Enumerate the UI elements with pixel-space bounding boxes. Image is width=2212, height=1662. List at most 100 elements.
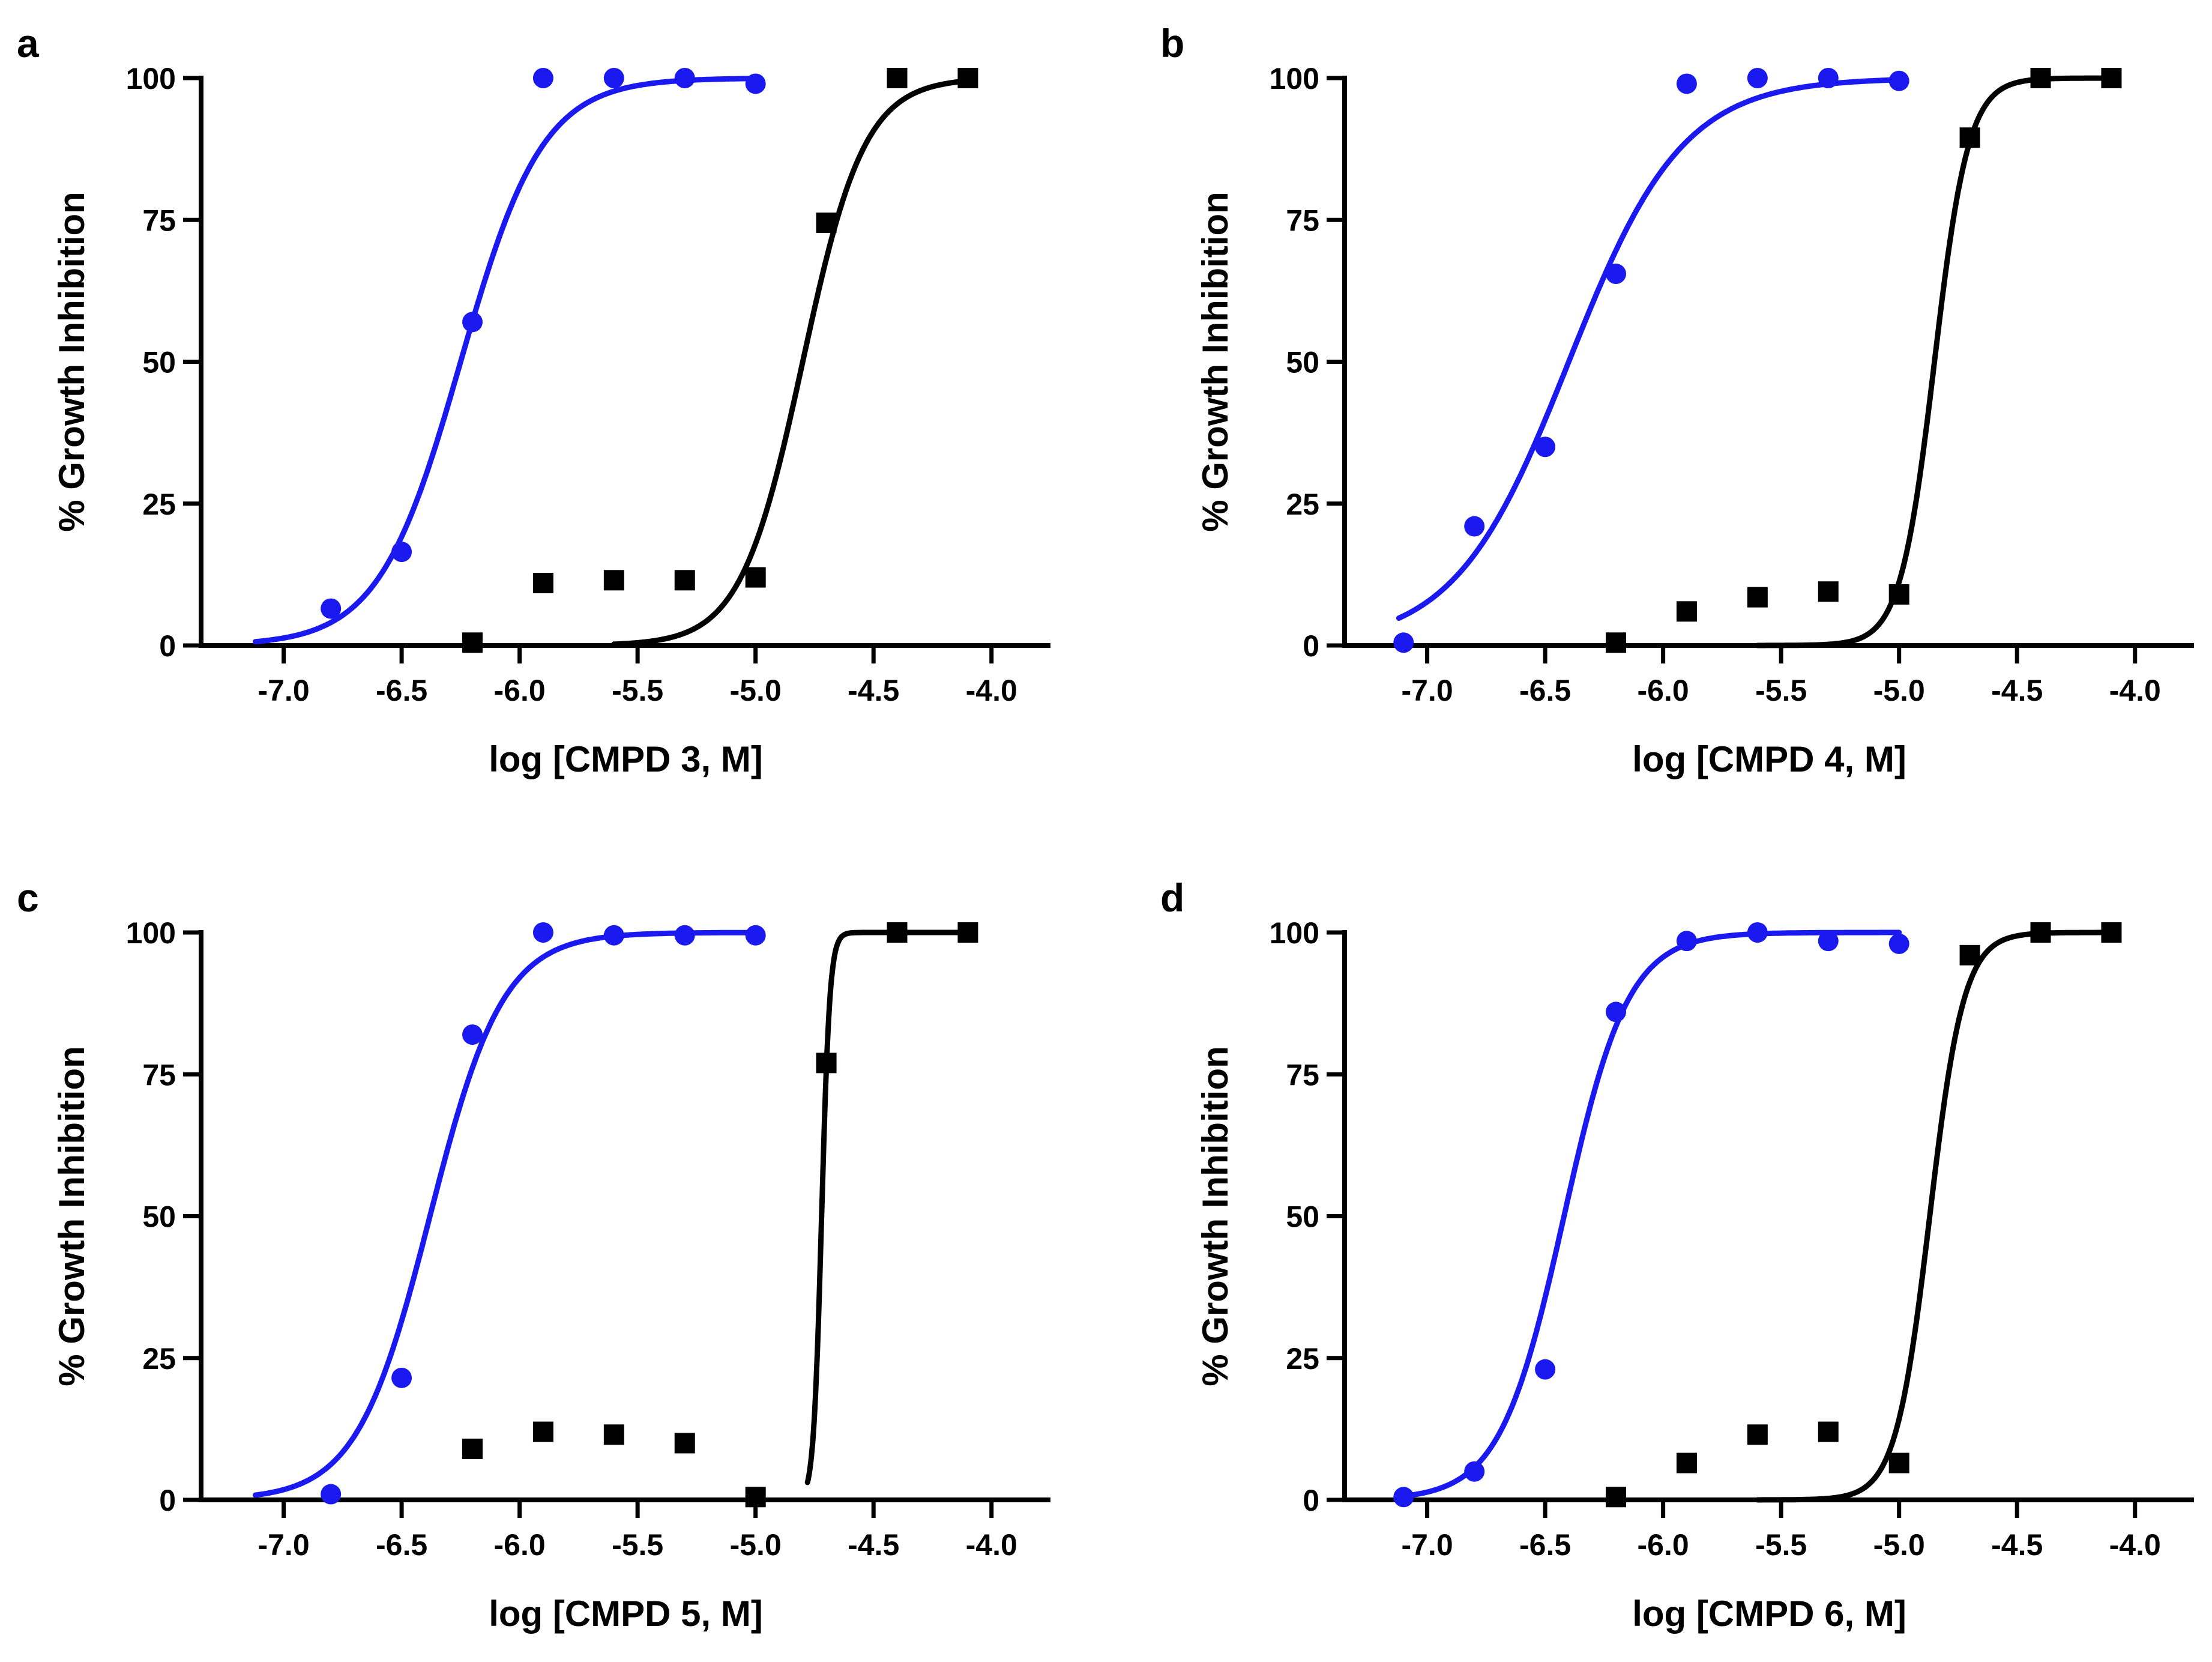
- panel-c-black-point: [957, 922, 978, 943]
- panel-c-y-axis-title: % Growth Inhibition: [52, 1046, 92, 1386]
- panel-b-blue-point: [1747, 68, 1768, 88]
- panel-b-y-axis-title: % Growth Inhibition: [1195, 192, 1235, 532]
- panel-d-x-tick-label: -7.0: [1401, 1528, 1453, 1562]
- panel-b-blue-fit-curve: [1396, 77, 1902, 621]
- panel-c-black-point: [532, 1421, 553, 1442]
- panel-c-y-tick-label: 75: [142, 1058, 176, 1092]
- panel-a-x-tick-label: -5.0: [730, 674, 782, 707]
- panel-b-black-point: [1888, 584, 1909, 605]
- panel-d-blue-point: [1606, 1002, 1627, 1023]
- panel-b-x-tick-label: -4.0: [2109, 674, 2161, 707]
- panel-a-blue-fit-curve: [252, 76, 759, 645]
- panel-c-black-fit-curve: [804, 929, 971, 1485]
- panel-d-letter: d: [1160, 875, 1184, 920]
- panel-a-x-tick-label: -6.5: [376, 674, 427, 707]
- panel-b-y-tick-label: 75: [1286, 204, 1319, 237]
- panel-b-blue-point: [1393, 632, 1414, 653]
- panel-b-x-tick-label: -6.5: [1519, 674, 1571, 707]
- panel-b-blue-point: [1676, 73, 1697, 94]
- panel-c-blue-point: [603, 925, 624, 946]
- panel-a-blue-point: [391, 542, 412, 563]
- panel-c-black-point: [674, 1433, 695, 1454]
- panel-d-blue-point: [1676, 931, 1697, 952]
- panel-a-blue-point: [674, 68, 695, 88]
- panel-b-y-tick-label: 100: [1270, 62, 1319, 95]
- panel-a: a 0 25 50 75 100 -7.0 -6.5 -6.0 -5.5 -5.0 -4.5 -4.0 l…: [17, 21, 1050, 779]
- panel-a-y-axis-title: % Growth Inhibition: [52, 192, 92, 532]
- panel-d-black-point: [1606, 1487, 1627, 1508]
- panel-d-blue-point: [1464, 1461, 1485, 1482]
- panel-b-x-tick-label: -5.5: [1755, 674, 1807, 707]
- panel-d-black-point: [1959, 944, 1980, 965]
- panel-c-black-point: [887, 922, 908, 943]
- panel-a-y-tick-label: 25: [142, 488, 176, 521]
- panel-c-x-tick-label: -6.0: [494, 1528, 546, 1562]
- panel-d-blue-fit-curve: [1396, 929, 1902, 1500]
- panel-c-x-tick-label: -4.0: [966, 1528, 1017, 1562]
- panel-a-x-tick-label: -5.5: [612, 674, 663, 707]
- panel-b-x-tick-label: -4.5: [1991, 674, 2043, 707]
- panel-d-x-tick-label: -6.0: [1638, 1528, 1689, 1562]
- panel-a-blue-point: [603, 68, 624, 88]
- panel-a-x-tick-label: -4.0: [966, 674, 1017, 707]
- panel-b-black-fit-curve: [1755, 75, 2114, 648]
- panel-d-y-tick-label: 25: [1286, 1342, 1319, 1376]
- panel-c-blue-point: [321, 1484, 342, 1505]
- panel-c-blue-point: [674, 925, 695, 946]
- panel-a-black-fit-curve: [611, 78, 971, 647]
- panel-d-y-tick-label: 75: [1286, 1058, 1319, 1092]
- panel-a-blue-point: [321, 598, 342, 619]
- panel-d-y-tick-label: 0: [1303, 1484, 1319, 1517]
- panel-c-blue-point: [532, 922, 553, 943]
- panel-a-y-tick-label: 50: [142, 346, 176, 379]
- panel-d: d 0 25 50 75 100 -7.0 -6.5 -6.0 -5.5 -5.0 -4.5 -4.0 l…: [1160, 875, 2194, 1634]
- panel-d-black-point: [1818, 1421, 1839, 1442]
- panel-b-blue-point: [1535, 437, 1556, 458]
- panel-d-y-axis-title: % Growth Inhibition: [1195, 1046, 1235, 1386]
- panel-d-black-point: [2101, 922, 2122, 943]
- panel-c-x-tick-label: -4.5: [848, 1528, 899, 1562]
- panel-d-blue-point: [1747, 922, 1768, 943]
- panel-a-blue-point: [532, 68, 553, 88]
- panel-a-black-point: [603, 570, 624, 591]
- panel-b-blue-point: [1888, 70, 1909, 91]
- panel-a-black-point: [674, 570, 695, 591]
- panel-c-y-tick-label: 100: [126, 916, 176, 950]
- panel-b-black-point: [1676, 601, 1697, 622]
- panel-a-black-point: [887, 68, 908, 88]
- panel-d-blue-point: [1818, 931, 1839, 952]
- panel-c-x-tick-label: -5.5: [612, 1528, 663, 1562]
- panel-c-black-point: [603, 1424, 624, 1445]
- panel-d-x-tick-label: -5.0: [1873, 1528, 1925, 1562]
- panel-d-x-axis-title: log [CMPD 6, M]: [1632, 1594, 1906, 1634]
- panel-d-blue-point: [1888, 933, 1909, 954]
- panel-c-letter: c: [17, 875, 39, 920]
- panel-a-y-tick-label: 75: [142, 204, 176, 237]
- panel-b-y-tick-label: 50: [1286, 346, 1319, 379]
- panel-b-blue-point: [1818, 68, 1839, 88]
- panel-b-x-tick-label: -7.0: [1401, 674, 1453, 707]
- panel-b-black-point: [1818, 581, 1839, 602]
- panel-c-x-tick-label: -5.0: [730, 1528, 782, 1562]
- panel-a-black-point: [532, 573, 553, 594]
- panel-c-x-axis-title: log [CMPD 5, M]: [489, 1594, 763, 1634]
- panel-b-black-point: [2030, 68, 2051, 88]
- panel-c-y-tick-label: 0: [159, 1484, 176, 1517]
- panel-b-black-point: [1747, 587, 1768, 608]
- panel-b-letter: b: [1160, 21, 1184, 65]
- panel-a-letter: a: [17, 21, 40, 65]
- panel-c-blue-point: [462, 1024, 483, 1045]
- panel-a-x-tick-label: -6.0: [494, 674, 546, 707]
- panel-d-x-tick-label: -5.5: [1755, 1528, 1807, 1562]
- panel-a-blue-point: [462, 312, 483, 333]
- panel-b-y-tick-label: 25: [1286, 488, 1319, 521]
- panel-a-y-tick-label: 100: [126, 62, 176, 95]
- panel-a-x-tick-label: -7.0: [258, 674, 309, 707]
- panel-c-black-point: [462, 1438, 483, 1459]
- panel-d-black-point: [1747, 1424, 1768, 1445]
- panel-a-black-point: [816, 212, 837, 233]
- panel-b-black-point: [1959, 127, 1980, 148]
- panel-b-y-tick-label: 0: [1303, 629, 1319, 663]
- panel-d-blue-point: [1393, 1487, 1414, 1508]
- panel-d-y-tick-label: 50: [1286, 1200, 1319, 1234]
